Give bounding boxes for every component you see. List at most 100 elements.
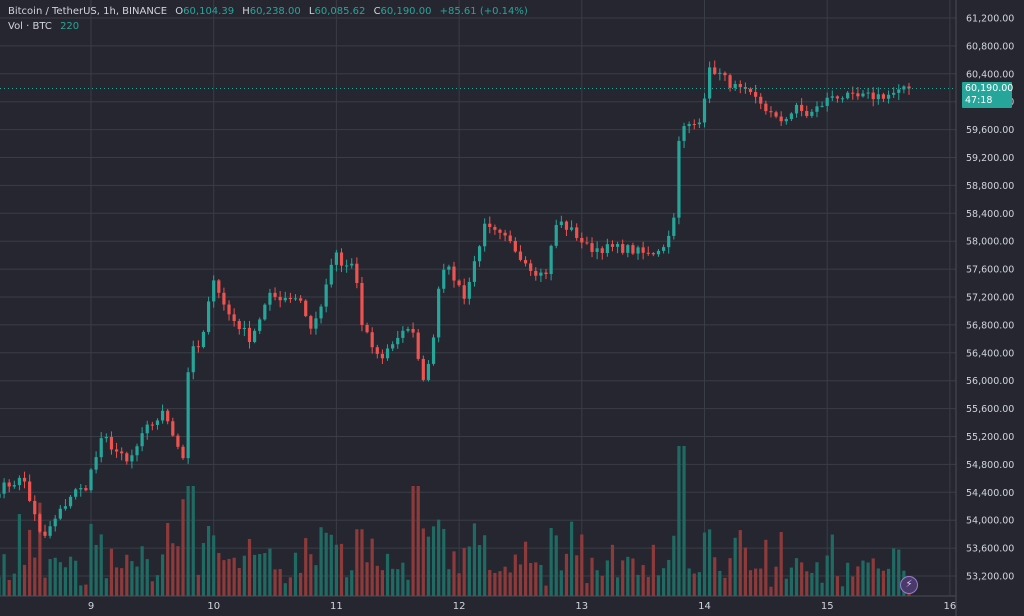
candle-body (406, 328, 410, 331)
candle-body (764, 103, 768, 112)
legend-close-label: C (373, 6, 381, 17)
candle-body (733, 84, 737, 88)
candle-body (370, 332, 374, 348)
candle-body (339, 252, 344, 266)
candle-body (498, 229, 502, 233)
candle-body (227, 304, 231, 315)
candle-body (145, 424, 149, 434)
volume-bar (130, 561, 134, 596)
volume-bar (380, 570, 385, 596)
volume-bar (738, 530, 742, 596)
volume-bar (421, 528, 425, 596)
time-tick-label: 9 (88, 601, 94, 612)
volume-bar (263, 553, 267, 596)
candle-body (754, 92, 758, 97)
volume-bar (212, 535, 216, 596)
volume-bar (462, 547, 466, 596)
volume-bar (631, 558, 635, 596)
volume-bar (406, 579, 410, 596)
candle-body (794, 104, 799, 114)
volume-bar (800, 562, 804, 596)
volume-bar (667, 559, 671, 596)
volume-bar (595, 570, 599, 596)
candle-body (33, 500, 37, 515)
volume-bar (258, 554, 262, 596)
candle-body (7, 482, 11, 487)
price-axis[interactable]: 61,200.0060,800.0060,400.0060,000.0059,6… (966, 14, 1014, 583)
volume-bar (789, 567, 794, 596)
volume-bar (723, 577, 727, 596)
candle-body (0, 493, 1, 498)
candle-body (774, 112, 778, 117)
volume-bar (365, 562, 369, 596)
candle-body (355, 263, 359, 284)
candle-body (314, 318, 318, 329)
volume-bar (764, 539, 768, 596)
volume-bar (498, 571, 502, 596)
candle-body (411, 328, 415, 333)
volume-bar (355, 529, 359, 596)
volume-bar (805, 571, 809, 596)
candle-body (810, 111, 814, 116)
candle-body (677, 140, 681, 218)
volume-bar (237, 567, 241, 596)
candle-body (268, 292, 272, 305)
candle-body (299, 298, 303, 301)
volume-bar (493, 572, 497, 596)
candle-body (580, 237, 584, 243)
volume-bar (160, 554, 165, 596)
candle-body (53, 518, 57, 527)
candle-body (483, 223, 487, 247)
price-tick-label: 59,600.00 (966, 125, 1014, 136)
volume-bar (457, 573, 461, 596)
volume-bar (345, 577, 349, 596)
candle-body (28, 481, 32, 501)
volume-bar (17, 514, 22, 596)
volume-bar (580, 534, 584, 596)
candle-body (38, 514, 42, 532)
candle-body (437, 288, 441, 338)
legend-symbol[interactable]: Bitcoin / TetherUS, 1h, BINANCE (8, 6, 168, 17)
lightning-icon[interactable]: ⚡ (900, 576, 918, 594)
legend-volume-label[interactable]: Vol · BTC (8, 21, 52, 32)
candle-body (462, 285, 466, 299)
candle-body (856, 93, 860, 97)
candle-body (263, 304, 267, 320)
volume-bar (253, 554, 257, 596)
volume-bar (513, 554, 517, 596)
volume-bar (871, 558, 875, 596)
volume-bar (334, 544, 338, 596)
price-tick-label: 53,600.00 (966, 544, 1014, 555)
volume-bar (508, 572, 512, 596)
candle-body (641, 247, 645, 253)
legend-volume-row: Vol · BTC 220 (8, 19, 528, 34)
candle-body (651, 253, 655, 255)
candle-body (99, 438, 103, 458)
candle-body (631, 245, 635, 254)
time-axis[interactable]: 9 10 11 12 13 14 15 16 (88, 601, 956, 612)
candle-body (728, 75, 732, 88)
volume-bar (186, 486, 190, 596)
volume-bar (232, 557, 236, 596)
candle-body (304, 300, 308, 317)
volume-bar (176, 546, 180, 596)
volume-bar (759, 568, 763, 596)
candle-body (334, 252, 338, 265)
candle-body (212, 280, 216, 302)
volume-bar (820, 582, 824, 596)
candle-body (253, 330, 257, 343)
candle-body (784, 119, 788, 122)
volume-bar (191, 486, 195, 596)
volume-bar (626, 556, 630, 596)
volume-bar (63, 567, 68, 596)
candle-body (217, 280, 221, 293)
volume-bar (135, 566, 139, 596)
volume-bar (2, 554, 6, 596)
volume-bar (529, 563, 533, 596)
price-tick-label: 60,800.00 (966, 41, 1014, 52)
candle-body (830, 96, 834, 98)
volume-bar (503, 566, 507, 596)
candle-body (902, 86, 906, 90)
candle-body (508, 235, 512, 241)
